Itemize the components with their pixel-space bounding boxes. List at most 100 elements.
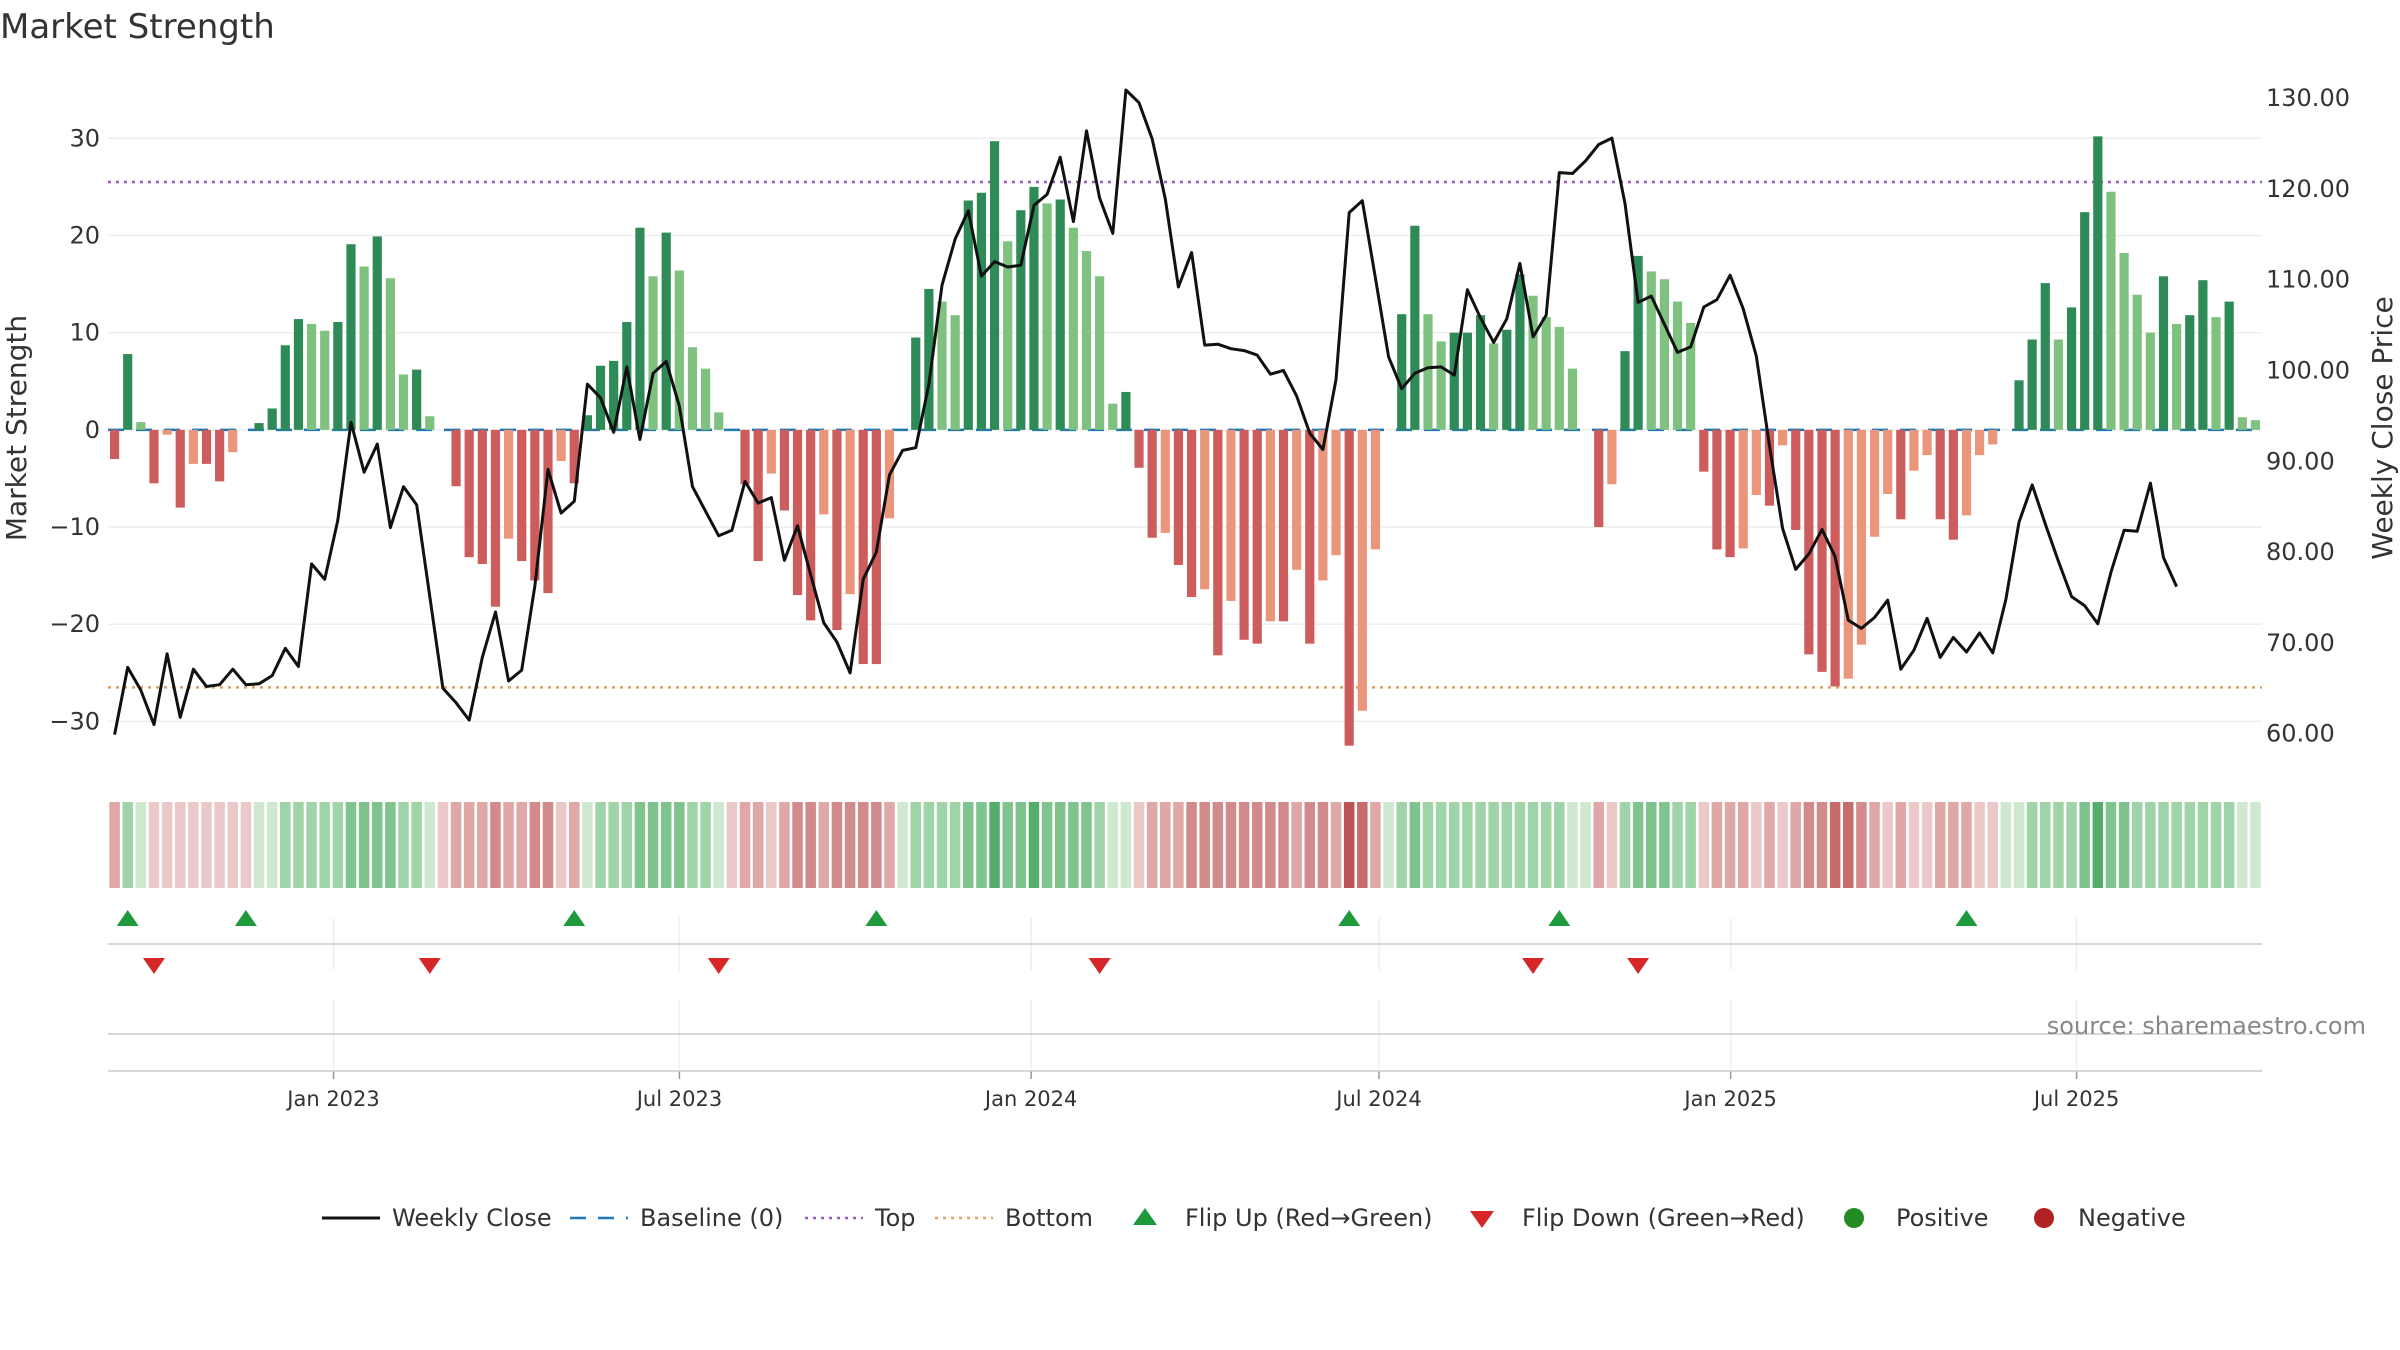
legend-label-negative: Negative bbox=[2078, 1204, 2186, 1232]
strength-bar bbox=[556, 429, 566, 461]
regime-cell bbox=[1448, 802, 1460, 888]
strength-bar bbox=[1003, 241, 1013, 430]
strength-bar bbox=[1305, 429, 1315, 644]
regime-cell bbox=[266, 802, 278, 888]
flip-down-marker bbox=[1627, 958, 1650, 974]
strength-bar bbox=[2106, 191, 2116, 430]
strength-bar bbox=[1515, 274, 1525, 430]
regime-cell bbox=[2066, 802, 2077, 888]
regime-cell bbox=[1580, 802, 1591, 888]
regime-cell bbox=[1711, 802, 1723, 888]
regime-cell bbox=[1462, 802, 1473, 888]
regime-cell bbox=[595, 802, 606, 888]
regime-cell bbox=[1843, 802, 1854, 888]
regime-cell bbox=[700, 802, 711, 888]
strength-bar bbox=[1462, 332, 1472, 430]
regime-cell bbox=[1908, 802, 1920, 888]
regime-cell bbox=[1265, 802, 1276, 888]
regime-cell bbox=[1751, 802, 1762, 888]
strength-bar bbox=[333, 321, 343, 430]
strength-bar bbox=[1804, 429, 1814, 655]
legend-item-flipdown: Flip Down (Green→Red) bbox=[1470, 1204, 1805, 1232]
legend: Weekly Close Baseline (0) Top Bottom Flip Up… bbox=[322, 1204, 2186, 1232]
regime-cell bbox=[1593, 802, 1604, 888]
strength-bar bbox=[1147, 429, 1157, 538]
regime-cell bbox=[1567, 802, 1578, 888]
strength-bar bbox=[1751, 429, 1761, 495]
regime-cell bbox=[1974, 802, 1985, 888]
flip-down-marker bbox=[418, 958, 441, 974]
strength-bar bbox=[1344, 429, 1354, 746]
regime-cell bbox=[1054, 802, 1066, 888]
strength-bar bbox=[714, 412, 724, 430]
source-label: source: sharemaestro.com bbox=[2047, 1012, 2366, 1040]
regime-cell bbox=[1186, 802, 1197, 888]
strength-bar bbox=[2224, 301, 2234, 430]
legend-item-baseline: Baseline (0) bbox=[570, 1204, 783, 1232]
strength-bar bbox=[1186, 429, 1197, 598]
regime-cell bbox=[555, 802, 567, 888]
flip-up-marker bbox=[563, 910, 586, 926]
legend-negative-dot bbox=[2034, 1208, 2054, 1228]
strength-bar bbox=[123, 354, 133, 430]
strength-bar bbox=[779, 429, 790, 511]
y2-tick-label: 60.00 bbox=[2266, 720, 2335, 748]
regime-cell bbox=[1304, 802, 1316, 888]
regime-cell bbox=[857, 802, 869, 888]
chart-title: Market Strength bbox=[0, 7, 275, 47]
x-tick-label: Jul 2025 bbox=[2032, 1087, 2119, 1111]
regime-cell bbox=[1225, 802, 1237, 888]
regime-cell bbox=[542, 802, 554, 888]
strength-bar bbox=[1922, 429, 1932, 456]
regime-cell bbox=[1383, 802, 1394, 888]
regime-cell bbox=[385, 802, 396, 888]
y-tick-label: 0 bbox=[85, 416, 100, 444]
strength-bar bbox=[293, 319, 304, 430]
date-axis: Jan 2023 Jul 2023 Jan 2024 Jul 2024 Jan 2025… bbox=[108, 918, 2262, 1111]
legend-label-bottom: Bottom bbox=[1005, 1204, 1093, 1232]
strength-bar bbox=[1975, 429, 1985, 456]
y-tick-label: −30 bbox=[49, 707, 100, 735]
strength-bar bbox=[2211, 317, 2221, 430]
strength-bar bbox=[1213, 429, 1223, 656]
strength-bar bbox=[1502, 329, 1512, 430]
strength-bar bbox=[740, 429, 750, 485]
flip-up-marker bbox=[1955, 910, 1978, 926]
strength-bar bbox=[648, 276, 658, 430]
strength-bar bbox=[858, 429, 868, 665]
strength-bar bbox=[1331, 429, 1341, 556]
y2-tick-label: 100.00 bbox=[2266, 357, 2350, 385]
regime-cell bbox=[1251, 802, 1263, 888]
x-tick-label: Jan 2025 bbox=[1682, 1087, 1777, 1111]
strength-bar bbox=[464, 429, 474, 558]
strength-bar bbox=[819, 429, 829, 515]
legend-flip-down-icon bbox=[1470, 1211, 1494, 1228]
regime-cell bbox=[1488, 802, 1499, 888]
strength-bar bbox=[1738, 429, 1748, 549]
y2-tick-label: 130.00 bbox=[2266, 84, 2350, 112]
strength-bar bbox=[412, 369, 422, 430]
regime-cell bbox=[779, 802, 790, 888]
strength-bar bbox=[2093, 136, 2103, 430]
regime-cell bbox=[1514, 802, 1526, 888]
strength-bar bbox=[1095, 276, 1105, 430]
x-tick-label: Jan 2023 bbox=[285, 1087, 380, 1111]
regime-cell bbox=[963, 802, 974, 888]
strength-bar bbox=[1318, 429, 1328, 581]
strength-bar bbox=[582, 415, 592, 430]
strength-bar bbox=[1869, 429, 1880, 537]
regime-cell bbox=[1869, 802, 1880, 888]
strength-bar bbox=[136, 422, 146, 430]
strength-bar bbox=[188, 429, 198, 464]
strength-bar bbox=[320, 330, 330, 430]
strength-bar bbox=[701, 368, 711, 430]
regime-cell bbox=[1803, 802, 1815, 888]
regime-cell bbox=[2184, 802, 2196, 888]
regime-cell bbox=[2210, 802, 2222, 888]
regime-cell bbox=[477, 802, 488, 888]
y2-tick-label: 70.00 bbox=[2266, 629, 2335, 657]
strength-bar bbox=[2158, 276, 2169, 430]
strength-bar bbox=[1528, 295, 1538, 430]
regime-cell bbox=[332, 802, 344, 888]
regime-cell bbox=[976, 802, 987, 888]
